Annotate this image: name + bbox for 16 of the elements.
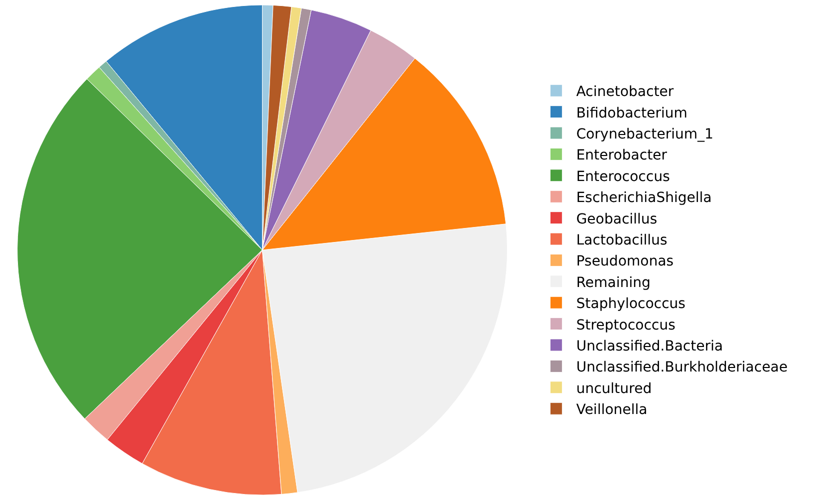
legend-label: Geobacillus bbox=[576, 211, 658, 228]
legend-label: Bifidobacterium bbox=[576, 105, 688, 122]
legend-label: EscherichiaShigella bbox=[576, 190, 712, 206]
legend-label: Unclassified.Burkholderiaceae bbox=[576, 360, 788, 376]
legend-label: Lactobacillus bbox=[576, 232, 668, 248]
legend-label: Staphylococcus bbox=[576, 296, 686, 312]
legend-label: Remaining bbox=[576, 274, 651, 291]
legend-label: Enterobacter bbox=[576, 148, 668, 164]
legend-label: Acinetobacter bbox=[576, 84, 674, 100]
legend-label: Unclassified.Bacteria bbox=[576, 338, 723, 354]
legend-label: uncultured bbox=[576, 380, 652, 397]
legend-label: Pseudomonas bbox=[576, 254, 674, 270]
legend-label: Corynebacterium_1 bbox=[576, 126, 714, 142]
legend-label: Streptococcus bbox=[576, 317, 676, 334]
legend-label: Enterococcus bbox=[576, 168, 670, 185]
legend-label: Veillonella bbox=[576, 402, 648, 418]
